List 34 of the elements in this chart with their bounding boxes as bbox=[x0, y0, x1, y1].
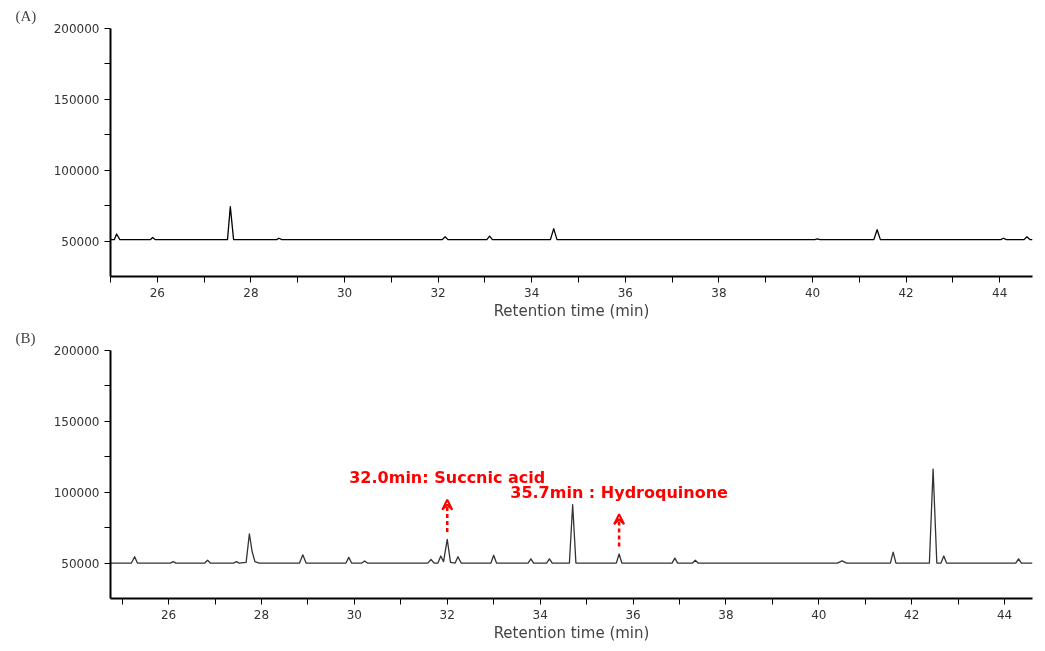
x-tick-label: 36 bbox=[625, 607, 641, 622]
x-tick-label: 26 bbox=[149, 285, 165, 300]
x-tick-label: 42 bbox=[904, 607, 920, 622]
y-tick-label: 50000 bbox=[61, 234, 100, 249]
x-tick-label: 32 bbox=[430, 285, 446, 300]
x-tick-label: 42 bbox=[898, 285, 914, 300]
y-tick-label: 150000 bbox=[53, 92, 100, 107]
x-tick-label: 40 bbox=[804, 285, 821, 300]
chart-title: (B) bbox=[15, 329, 36, 347]
x-tick-label: 30 bbox=[346, 607, 362, 622]
x-tick-label: 38 bbox=[718, 607, 734, 622]
y-tick-label: 200000 bbox=[53, 344, 100, 358]
x-tick-label: 34 bbox=[532, 607, 548, 622]
x-tick-label: 32 bbox=[439, 607, 455, 622]
x-axis-title: Retention time (min) bbox=[493, 301, 650, 320]
x-tick-label: 44 bbox=[997, 607, 1013, 622]
x-tick-label: 28 bbox=[253, 607, 270, 622]
y-tick-label: 50000 bbox=[61, 556, 100, 571]
x-tick-label: 40 bbox=[811, 607, 827, 622]
x-tick-label: 34 bbox=[524, 285, 540, 300]
x-tick-label: 28 bbox=[243, 285, 259, 300]
x-tick-label: 44 bbox=[992, 285, 1008, 300]
x-tick-label: 38 bbox=[711, 285, 727, 300]
chart-title: (A) bbox=[15, 7, 37, 25]
line-series bbox=[110, 468, 1033, 564]
y-tick-label: 150000 bbox=[53, 414, 100, 429]
x-axis-title: Retention time (min) bbox=[493, 623, 650, 642]
y-tick-label: 100000 bbox=[53, 485, 100, 500]
y-tick-label: 200000 bbox=[53, 22, 100, 36]
y-tick-label: 100000 bbox=[53, 163, 100, 178]
x-tick-label: 26 bbox=[160, 607, 177, 622]
x-tick-label: 30 bbox=[336, 285, 353, 300]
annotation: 35.7min : Hydroquinone bbox=[510, 482, 729, 502]
x-tick-label: 36 bbox=[617, 285, 633, 300]
